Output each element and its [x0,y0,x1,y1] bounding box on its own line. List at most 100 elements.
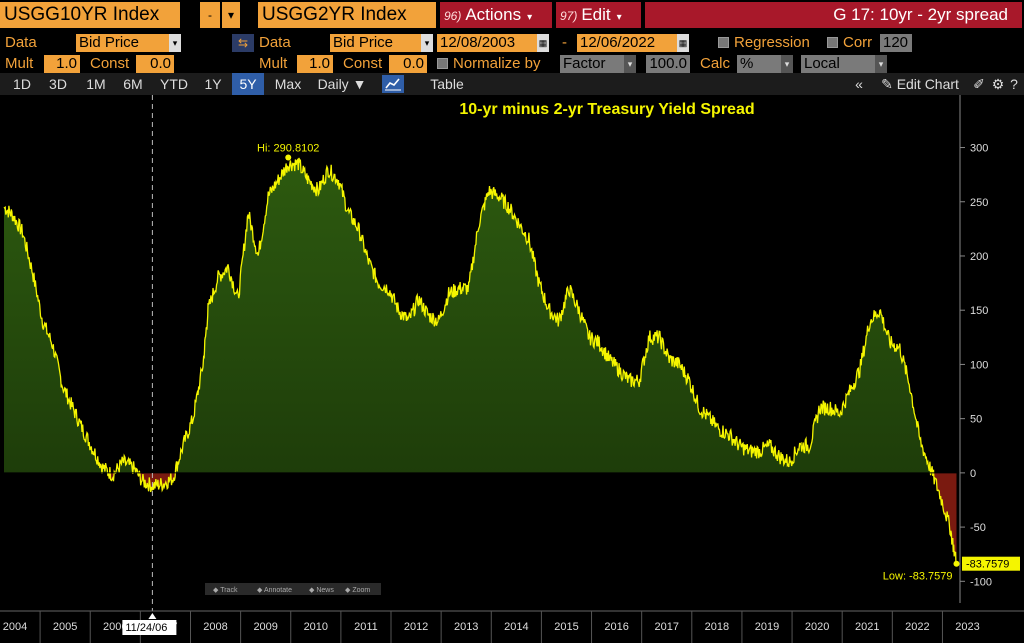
mult2-field[interactable]: 1.0 [297,55,333,73]
x-tick-label: 2019 [755,621,779,633]
mini-tool-annotate[interactable]: ◆ Annotate [257,587,292,594]
corr-label: Corr [843,34,873,51]
last-value-tag-bg [962,556,1020,571]
hi-marker [285,154,292,161]
chart-mini-toolbar[interactable]: ◆ Track ◆ Annotate ◆ News ◆ Zoom [205,583,381,595]
x-tick-label: 2008 [203,621,227,633]
chart-svg[interactable]: 300 250 200 150 100 50 0 -50 -100 2004 2005 2006 20… [0,95,1024,643]
x-tick-label: 2021 [855,621,879,633]
mini-tool-track[interactable]: ◆ Track [213,587,238,594]
factor-value-field[interactable]: 100.0 [646,55,690,73]
actions-button[interactable]: 96) Actions ▾ [440,2,552,28]
ccy-dropdown-icon[interactable]: ▾ [875,55,887,73]
data2-dropdown-icon[interactable]: ▾ [421,34,433,52]
frequency-select[interactable]: Daily ▼ [312,73,372,95]
mini-tool-news[interactable]: ◆ News [309,587,334,594]
x-tick-label: 2004 [3,621,27,633]
series-line [3,157,958,567]
start-calendar-icon[interactable]: ▦ [537,34,549,52]
x-tick-label: 2013 [454,621,478,633]
factor-select[interactable]: Factor [560,55,624,73]
period-1m[interactable]: 1M [86,76,106,92]
period-6m[interactable]: 6M [123,76,143,92]
x-tick-label: 2012 [404,621,428,633]
calc-label: Calc [700,55,731,72]
collapse-icon[interactable]: « [855,76,863,92]
settings-gear-icon[interactable]: ⚙ [991,76,1005,92]
end-date-field[interactable]: 12/06/2022 [577,34,677,52]
const2-field[interactable]: 0.0 [389,55,427,73]
edit-square-icon[interactable]: ✐ [973,76,985,92]
x-tick-label: 2014 [504,621,528,633]
actions-label: Actions [465,5,522,24]
const1-label: Const [90,55,130,72]
operator-dropdown-icon[interactable]: ▾ [222,2,240,28]
data2-field[interactable]: Bid Price [330,34,422,52]
data1-dropdown-icon[interactable]: ▾ [169,34,181,52]
help-icon[interactable]: ? [1010,76,1018,92]
positive-area [4,157,957,473]
x-tick-label: 2010 [304,621,328,633]
y-tick-label: 300 [970,143,988,155]
regression-checkbox[interactable] [718,37,729,48]
x-tick-label: 2015 [554,621,578,633]
calc-dropdown-icon[interactable]: ▾ [781,55,793,73]
pencil-icon: ✎ [881,76,893,92]
start-date-field[interactable]: 12/08/2003 [437,34,537,52]
normalize-label: Normalize by [453,55,541,72]
spread-area [4,157,957,566]
last-value-tag-text: -83.7579 [966,559,1009,571]
edit-chart-label: Edit Chart [896,76,959,92]
actions-caret-icon: ▾ [527,12,533,23]
line-chart-icon[interactable] [382,75,404,93]
data1-field[interactable]: Bid Price [76,34,170,52]
mult1-field[interactable]: 1.0 [44,55,80,73]
chart-title: 10-yr minus 2-yr Treasury Yield Spread [459,101,754,118]
x-tick-label: 2020 [805,621,829,633]
x-tick-label: 2016 [604,621,628,633]
security2-field[interactable]: USGG2YR Index [258,2,436,28]
corr-checkbox[interactable] [827,37,838,48]
corr-value-field[interactable]: 120 [880,34,912,52]
regression-label: Regression [734,34,810,51]
y-tick-label: 200 [970,251,988,263]
header-row: USGG10YR Index - ▾ USGG2YR Index 96) Acti… [0,0,1024,30]
edit-caret-icon: ▾ [616,12,622,23]
data2-label: Data [259,34,291,51]
y-tick-label: 150 [970,305,988,317]
normalize-checkbox[interactable] [437,58,448,69]
operator-select[interactable]: - [200,2,220,28]
period-5y[interactable]: 5Y [232,73,264,95]
edit-button[interactable]: 97) Edit ▾ [556,2,641,28]
data1-label: Data [5,34,37,51]
calc-select[interactable]: % [737,55,781,73]
period-1y[interactable]: 1Y [204,76,222,92]
edit-label: Edit [581,5,611,24]
y-tick-label: 100 [970,359,988,371]
ccy-select[interactable]: Local CCY [801,55,875,90]
x-tick-label: 2023 [955,621,979,633]
x-tick-label: 2022 [905,621,929,633]
cursor-date-bg [122,620,177,635]
edit-chart-button[interactable]: ✎ Edit Chart [874,73,966,95]
chart-area[interactable]: 300 250 200 150 100 50 0 -50 -100 2004 2005 2006 20… [0,95,1024,643]
period-3d[interactable]: 3D [49,76,67,92]
table-button[interactable]: Table [430,76,464,92]
x-tick-label: 2011 [354,621,378,633]
swap-arrows-icon[interactable]: ⇆ [232,34,254,52]
mini-toolbar-bg [205,583,381,595]
period-max[interactable]: Max [274,76,302,92]
y-axis: 300 250 200 150 100 50 0 -50 -100 [960,143,992,588]
mini-tool-zoom[interactable]: ◆ Zoom [345,587,370,594]
period-ytd[interactable]: YTD [160,76,188,92]
x-tick-label: 2005 [53,621,77,633]
period-1d[interactable]: 1D [13,76,31,92]
factor-dropdown-icon[interactable]: ▾ [624,55,636,73]
cursor-date-text: 11/24/06 [125,622,167,634]
const2-label: Const [343,55,383,72]
frequency-label: Daily [317,76,349,92]
const1-field[interactable]: 0.0 [136,55,174,73]
end-calendar-icon[interactable]: ▦ [677,34,689,52]
last-value-tag: -83.7579 [962,556,1020,571]
security1-field[interactable]: USGG10YR Index [0,2,180,28]
